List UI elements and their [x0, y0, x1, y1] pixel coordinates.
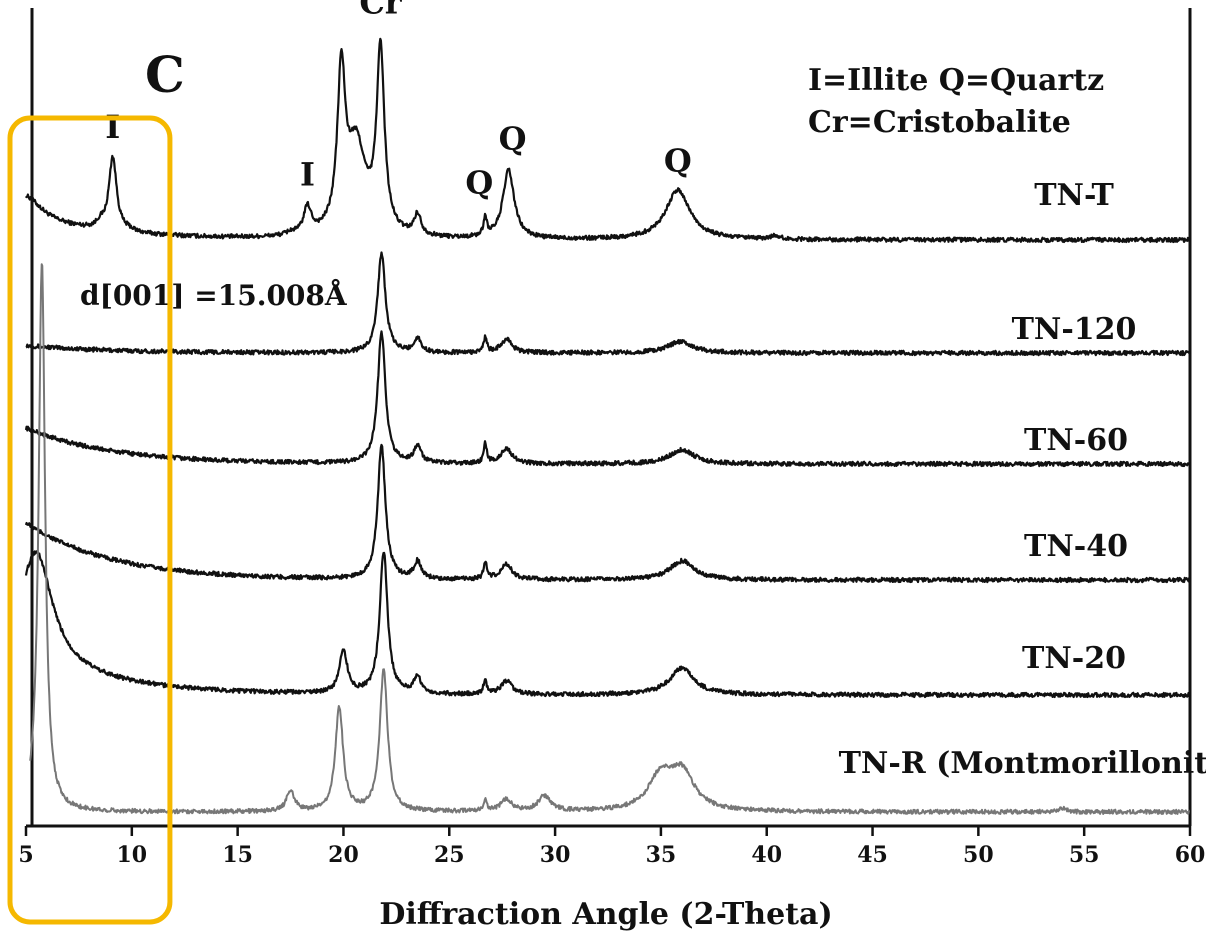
series-line — [24, 443, 1191, 584]
x-tick-label: 25 — [434, 842, 465, 868]
legend-line-2: Cr=Cristobalite — [808, 105, 1071, 140]
series-line — [25, 37, 1191, 244]
x-tick-label: 60 — [1175, 842, 1206, 868]
series-label: TN-60 — [1024, 423, 1128, 458]
series-line — [29, 263, 1190, 815]
x-tick-label: 30 — [540, 842, 571, 868]
x-tick-label: 55 — [1069, 842, 1100, 868]
x-tick-label: 40 — [751, 842, 782, 868]
x-axis-label: Diffraction Angle (2-Theta) — [379, 897, 832, 932]
x-tick-label: 15 — [222, 842, 253, 868]
peak-annotation: Cr — [359, 0, 402, 21]
peak-annotation: I — [300, 156, 315, 194]
series-label: TN-T — [1034, 178, 1114, 213]
peak-annotation: d[001] =15.008Å — [80, 278, 348, 312]
series-labels: TN-T TN-120 TN-60 TN-40 TN-20 TN-R (Montmoril… — [839, 178, 1206, 781]
plot-frame — [26, 8, 1192, 828]
series-line — [24, 549, 1191, 699]
legend-line-1: I=Illite Q=Quartz — [808, 63, 1104, 98]
x-tick-label: 10 — [117, 842, 148, 868]
series-label: TN-R (Montmorillonite) — [839, 746, 1206, 781]
x-tick-label: 50 — [963, 842, 994, 868]
x-tick-label: 5 — [18, 842, 33, 868]
series-line — [24, 330, 1191, 468]
peak-annotation: Q — [465, 164, 493, 202]
series-line — [25, 251, 1191, 357]
series-label: TN-120 — [1012, 312, 1137, 347]
x-axis: 5 10 15 20 25 30 35 40 45 50 55 60 — [18, 826, 1205, 868]
series-layer — [24, 37, 1191, 815]
highlight-box — [7, 115, 173, 925]
peak-annotation: Q — [664, 142, 692, 180]
x-tick-label: 45 — [857, 842, 888, 868]
peak-annotation: I — [105, 108, 120, 146]
series-label: TN-20 — [1022, 641, 1126, 676]
peak-annotation: Q — [499, 120, 527, 158]
panel-letter: C — [145, 45, 185, 104]
x-tick-label: 35 — [646, 842, 677, 868]
series-label: TN-40 — [1024, 529, 1128, 564]
x-tick-label: 20 — [328, 842, 359, 868]
